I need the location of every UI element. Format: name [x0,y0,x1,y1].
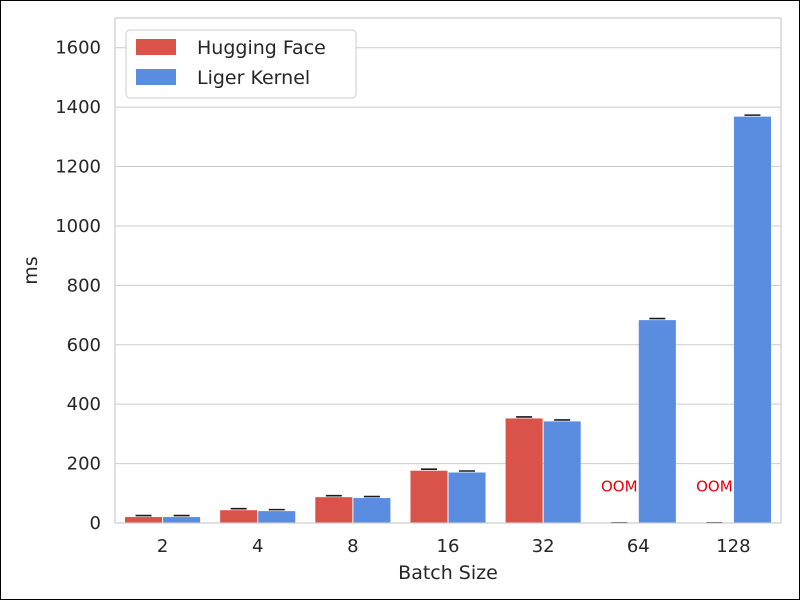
x-tick-label: 16 [437,536,460,557]
x-tick-label: 128 [716,536,750,557]
oom-annotation: OOM [696,477,733,495]
bar-liger-kernel-8 [353,498,391,523]
x-tick-label: 4 [252,536,263,557]
bar-liger-kernel-16 [448,472,486,523]
x-tick-label: 32 [532,536,555,557]
axis-layer: 0 200 400 600 800 1000 1200 1400 1600 2 4 8 16 32 64 12… [20,17,782,584]
y-tick-label: 600 [67,335,101,356]
bar-hugging-face-4 [220,510,258,523]
bar-liger-kernel-2 [163,517,201,523]
y-tick-label: 200 [67,454,101,475]
bar-hugging-face-8 [315,497,353,523]
x-tick-label: 8 [347,536,358,557]
bar-liger-kernel-32 [543,421,581,523]
plot-frame [114,17,782,524]
x-tick-label: 2 [157,536,168,557]
y-tick-label: 800 [67,275,101,296]
y-tick-label: 1400 [55,97,101,118]
y-tick-label: 1200 [55,157,101,178]
bar-hugging-face-32 [505,418,543,523]
bar-liger-kernel-64 [638,320,676,523]
y-axis-label: ms [20,256,42,284]
y-tick-label: 1000 [55,216,101,237]
legend-swatch [136,69,176,85]
y-tick-label: 0 [90,513,101,534]
oom-annotation: OOM [601,477,638,495]
y-tick-label: 400 [67,394,101,415]
legend-swatch [136,39,176,55]
legend-label: Liger Kernel [197,67,310,89]
legend-label: Hugging Face [197,37,326,59]
legend-box [125,29,357,99]
x-tick-label: 64 [627,536,650,557]
legend: Hugging Face Liger Kernel [125,29,357,99]
bar-liger-kernel-128 [733,116,771,523]
x-axis-label: Batch Size [398,562,498,584]
bar-liger-kernel-4 [258,511,296,523]
grid-layer [115,47,781,524]
y-tick-label: 1600 [55,38,101,59]
bar-layer: OOM OOM [125,114,771,523]
bar-hugging-face-16 [410,470,448,523]
bar-hugging-face-2 [125,517,163,523]
